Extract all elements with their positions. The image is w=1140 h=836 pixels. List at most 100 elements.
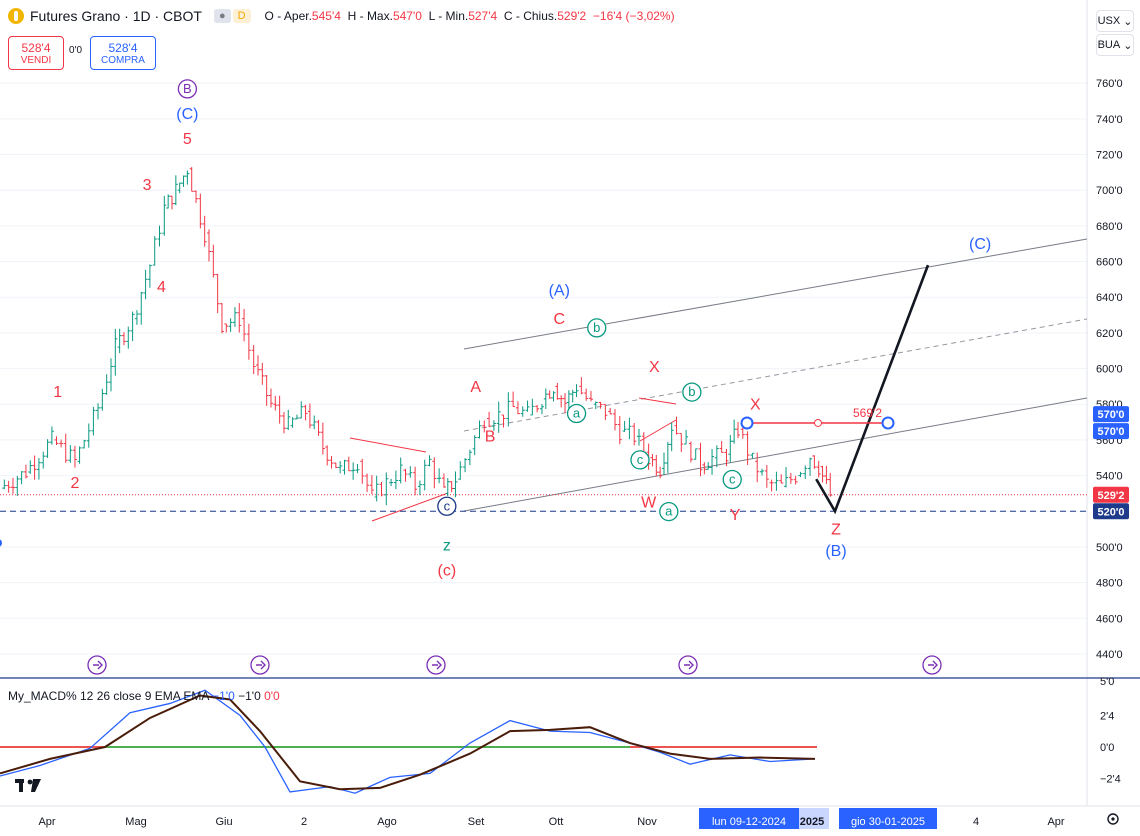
triangle-line <box>349 437 427 453</box>
wave-label: (C) <box>176 106 198 123</box>
event-marker-arrow <box>928 660 938 670</box>
wave-label: c <box>444 498 451 513</box>
offscreen-marker <box>0 539 2 547</box>
price-axis-badge-label: 570'0 <box>1097 426 1124 438</box>
wave-label: a <box>573 406 581 421</box>
wave-label: 5 <box>183 131 192 148</box>
price-axis-badge-label: 570'0 <box>1097 409 1124 421</box>
wave-label-circle <box>682 382 702 402</box>
macd-signal-line <box>0 694 816 791</box>
crosshair-date-label: lun 09-12-2024 <box>712 816 786 828</box>
y-tick-label: 480'0 <box>1096 578 1123 590</box>
wave-label: 4 <box>157 279 166 296</box>
market-status-icon[interactable]: ● <box>213 9 231 23</box>
y-tick-label: 740'0 <box>1096 114 1123 126</box>
ohlc-readout: O - Aper.545'4 H - Max.547'0 L - Min.527… <box>264 9 675 23</box>
lower-channel-line <box>463 397 1088 512</box>
wave-label-circle <box>587 318 607 338</box>
mid-channel-line <box>463 318 1088 432</box>
triangle-line <box>371 492 449 522</box>
symbol-title[interactable]: Futures Grano · 1D · CBOT <box>30 8 202 24</box>
tradingview-logo-icon <box>15 779 41 792</box>
wave-label-circle <box>722 469 742 490</box>
x-tick-label: Apr <box>38 816 55 828</box>
wave-label-circle <box>437 496 457 516</box>
y-tick-label: 720'0 <box>1096 150 1123 162</box>
unit-select[interactable]: BUA ⌄ <box>1096 34 1134 56</box>
wave-label: b <box>688 384 695 399</box>
x-tick-label: Ott <box>549 816 564 828</box>
measure-handle <box>740 416 754 430</box>
wave-label: a <box>665 504 673 519</box>
tv-logo-part <box>27 779 33 785</box>
y-tick-label: 600'0 <box>1096 364 1123 376</box>
y-tick-label: 660'0 <box>1096 257 1123 269</box>
wave-label: 2 <box>70 475 79 492</box>
wave-label: X <box>649 359 660 376</box>
macd-legend[interactable]: My_MACD% 12 26 close 9 EMA EMA −1'0 −1'0… <box>8 689 280 703</box>
y-tick-label: 620'0 <box>1096 328 1123 340</box>
currency-select[interactable]: USX ⌄ <box>1096 10 1134 32</box>
x-tick-label: Mag <box>125 816 146 828</box>
wave-label: (A) <box>549 282 570 299</box>
x-tick-label: 2025 <box>800 816 824 828</box>
wave-label: Z <box>831 521 841 538</box>
x-tick-label: Ago <box>377 816 397 828</box>
spread-value: 0'0 <box>69 45 83 56</box>
crosshair-date-badge <box>839 808 937 829</box>
macd-line <box>0 689 816 794</box>
wave-label: 1 <box>53 384 62 401</box>
price-axis-badge <box>1093 406 1129 423</box>
price-axis-badge-label: 520'0 <box>1097 506 1124 518</box>
measure-value-label: 569'2 <box>853 406 882 420</box>
event-marker-arrow <box>432 660 442 670</box>
macd-tick-label: 2'4 <box>1100 710 1114 722</box>
tv-logo-part <box>31 779 41 792</box>
wave-label: B <box>485 429 496 446</box>
y-tick-label: 640'0 <box>1096 292 1123 304</box>
x-tick-label: Apr <box>1047 816 1064 828</box>
tv-logo-part <box>19 779 23 792</box>
wave-label: Y <box>730 507 741 524</box>
wave-label: c <box>729 472 736 487</box>
wave-label-circle <box>630 450 650 470</box>
range-badge <box>799 808 829 829</box>
macd-tick-label: 0'0 <box>1100 742 1114 754</box>
projection-arrow <box>815 264 930 515</box>
crosshair-date-badge <box>699 808 799 829</box>
wave-label: z <box>443 537 451 554</box>
wave-label: X <box>750 397 761 414</box>
x-tick-label: 2 <box>301 816 307 828</box>
buy-button[interactable]: 528'4 COMPRA <box>90 36 156 70</box>
delay-badge[interactable]: D <box>232 9 251 23</box>
wave-label: B <box>183 81 192 96</box>
wave-label: c <box>637 452 644 467</box>
settings-gear-ring <box>1107 813 1119 825</box>
triangle-line <box>638 397 677 405</box>
y-tick-label: 460'0 <box>1096 613 1123 625</box>
y-tick-label: 680'0 <box>1096 221 1123 233</box>
price-axis-badge <box>1093 423 1129 440</box>
y-tick-label: 500'0 <box>1096 542 1123 554</box>
price-axis-badge <box>1093 486 1129 503</box>
price-axis-badge <box>1093 503 1129 520</box>
y-tick-label: 540'0 <box>1096 471 1123 483</box>
event-marker-arrow <box>256 660 266 670</box>
y-tick-label: 440'0 <box>1096 649 1123 661</box>
wave-label-circle <box>659 501 679 522</box>
x-tick-label: 4 <box>973 816 979 828</box>
event-marker-arrow <box>684 660 694 670</box>
chevron-down-icon: ⌄ <box>1123 39 1133 52</box>
change-value: −16'4 (−3,02%) <box>592 9 675 23</box>
macd-tick-label: −2'4 <box>1100 774 1121 786</box>
settings-gear-icon[interactable] <box>1107 813 1119 825</box>
measure-handle <box>881 416 895 430</box>
status-pills: ● D <box>213 9 251 23</box>
sell-button[interactable]: 528'4 VENDI <box>8 36 64 70</box>
y-tick-label: 760'0 <box>1096 78 1123 90</box>
wave-label: (C) <box>969 236 991 253</box>
upper-channel-line <box>463 238 1088 350</box>
y-tick-label: 700'0 <box>1096 185 1123 197</box>
chart-header: Futures Grano · 1D · CBOT ● D O - Aper.5… <box>8 8 675 24</box>
